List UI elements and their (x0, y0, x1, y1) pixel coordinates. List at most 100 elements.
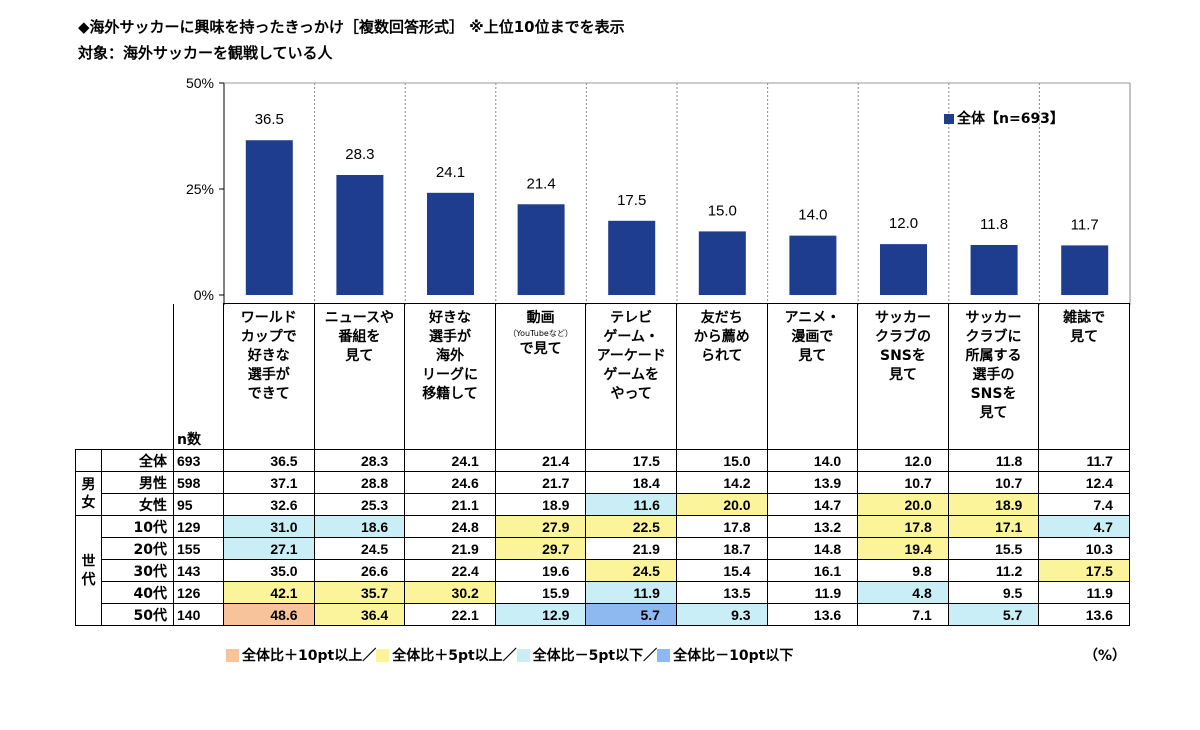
category-label-line: カップで (240, 329, 297, 345)
table-cell: 18.7 (675, 537, 768, 560)
category-label-line: 選手が (428, 329, 471, 345)
highlight-label: 全体比＋10pt以上／ (242, 648, 377, 664)
table-row: 20代 155 27.1 24.5 21.9 29.7 21.9 18.7 14.8 19.4 15… (76, 537, 1130, 560)
table-cell: 11.9 (766, 581, 859, 604)
category-header: ニュースや 番組を 見て (313, 303, 406, 450)
table-cell: 19.6 (494, 559, 587, 582)
bar-value-label: 11.7 (1071, 216, 1099, 233)
category-label-line: SNSを (970, 386, 1017, 402)
row-n: 693 (173, 449, 224, 472)
table-cell: 25.3 (313, 493, 406, 516)
table-cell: 30.2 (404, 581, 496, 604)
y-tick-label: 25% (186, 181, 214, 197)
table-cell: 42.1 (223, 581, 315, 604)
table-cell: 4.8 (857, 581, 949, 604)
chart-title: ◆海外サッカーに興味を持ったきっかけ［複数回答形式］ ※上位10位までを表示 (78, 18, 625, 36)
category-label-line: で見て (519, 341, 562, 357)
table-cell: 21.1 (404, 493, 496, 516)
highlight-swatch (516, 649, 530, 662)
table-cell: 11.6 (585, 493, 677, 516)
row-label: 10代 (101, 515, 174, 538)
table-row: 40代 126 42.1 35.7 30.2 15.9 11.9 13.5 11.9 4.8 9.5… (76, 581, 1130, 604)
table-cell: 18.9 (947, 493, 1040, 516)
data-table: n数 ワールド カップで 好きな 選手が できて ニュースや 番組を 見て 好きな 選手が 海外 リーグ… (75, 303, 1130, 626)
table-cell: 21.4 (494, 449, 587, 472)
category-label-line: 選手の (972, 367, 1015, 383)
category-label-line: 見て (888, 367, 917, 383)
bar-value-label: 24.1 (436, 164, 465, 181)
table-cell: 32.6 (223, 493, 315, 516)
category-label-line: リーグに (421, 367, 478, 383)
table-cell: 20.0 (857, 493, 949, 516)
table-cell: 10.7 (947, 471, 1040, 494)
category-header: 好きな 選手が 海外 リーグに 移籍して (404, 303, 496, 450)
category-label-line: 選手が (247, 367, 290, 383)
table-row: 男女 男性 598 37.1 28.8 24.6 21.7 18.4 14.2 13.9 10.7 1… (75, 471, 1130, 516)
table-cell: 9.5 (947, 581, 1040, 604)
table-cell: 10.3 (1038, 537, 1130, 560)
table-cell: 9.8 (857, 559, 949, 582)
table-cell: 14.0 (766, 449, 859, 472)
legend-label: 全体【n=693】 (957, 111, 1064, 127)
category-label-line: 所属する (965, 348, 1022, 364)
category-label-line: クラブの (874, 329, 931, 345)
highlight-legend: 全体比＋10pt以上／ 全体比＋5pt以上／ 全体比－5pt以下／ 全体比－10pt以… (226, 645, 793, 665)
category-label-line: できて (247, 386, 290, 402)
table-cell: 13.9 (766, 471, 859, 494)
table-cell: 11.7 (1038, 449, 1130, 472)
row-n: 598 (173, 471, 224, 494)
bar (970, 244, 1018, 295)
bar-value-label: 14.0 (798, 207, 827, 224)
table-cell: 13.6 (1038, 603, 1130, 626)
table-cell: 11.9 (1038, 581, 1130, 604)
table-cell: 21.7 (494, 471, 587, 494)
bar (1061, 245, 1109, 295)
row-label: 50代 (101, 603, 174, 626)
category-label-line: サッカー (965, 310, 1022, 326)
highlight-label: 全体比－5pt以下／ (532, 648, 658, 664)
highlight-label: 全体比＋5pt以上／ (392, 648, 517, 664)
row-label: 全体 (101, 449, 174, 472)
table-cell: 19.4 (857, 537, 949, 560)
category-label-line: やって (610, 386, 652, 402)
table-cell: 14.2 (675, 471, 768, 494)
row-label: 男性 (101, 471, 174, 494)
category-label-line: 見て (979, 405, 1008, 421)
category-label-line: サッカー (874, 310, 931, 326)
table-corner (75, 303, 174, 450)
table-cell: 18.4 (585, 471, 677, 494)
table-cell: 13.5 (675, 581, 768, 604)
table-cell: 12.4 (1038, 471, 1130, 494)
category-label-line: テレビ (610, 310, 653, 326)
table-cell: 5.7 (585, 603, 677, 626)
table-cell: 13.6 (766, 603, 859, 626)
category-header: テレビ ゲーム・ アーケード ゲームを やって (585, 303, 677, 450)
table-cell: 27.1 (223, 537, 315, 560)
table-cell: 17.5 (1038, 559, 1130, 582)
table-cell: 18.6 (313, 515, 406, 538)
category-label-line: 見て (1070, 329, 1099, 345)
table-cell: 22.5 (585, 515, 677, 538)
table-cell: 12.9 (494, 603, 587, 626)
table-cell: 16.1 (766, 559, 859, 582)
table-cell: 28.3 (313, 449, 406, 472)
table-cell: 27.9 (494, 515, 587, 538)
table-cell: 18.9 (494, 493, 587, 516)
category-header: 友だち から薦め られて (675, 303, 768, 450)
row-n: 155 (173, 537, 224, 560)
table-cell: 10.7 (857, 471, 949, 494)
table-cell: 17.8 (675, 515, 768, 538)
table-cell: 28.8 (313, 471, 406, 494)
category-header: ワールド カップで 好きな 選手が できて (223, 303, 315, 450)
category-label-line: から薦め (693, 329, 750, 345)
table-cell: 17.1 (947, 515, 1040, 538)
table-row: 女性 95 32.6 25.3 21.1 18.9 11.6 20.0 14.7 20.0 18.9… (76, 493, 1130, 516)
category-header: アニメ・ 漫画で 見て (766, 303, 859, 450)
table-cell: 48.6 (223, 603, 315, 626)
row-n: 143 (173, 559, 224, 582)
category-label-line: ゲームを (603, 367, 659, 383)
category-note: （YouTubeなど） (508, 329, 573, 338)
table-cell: 35.7 (313, 581, 406, 604)
y-tick-label: 0% (194, 287, 214, 303)
chart-subtitle: 対象：海外サッカーを観戦している人 (78, 44, 333, 62)
